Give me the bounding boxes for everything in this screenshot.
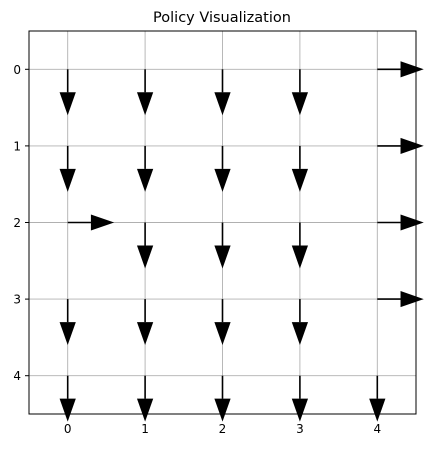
policy-arrow-1-1 [136,145,154,192]
policy-arrow-0-4 [59,375,76,422]
policy-arrow-1-3 [136,299,154,346]
policy-arrow-3-4 [291,375,309,422]
policy-arrow-4-2 [377,214,424,231]
policy-arrow-1-4 [136,375,154,422]
arrow-head [400,214,424,231]
arrow-head [214,322,231,346]
policy-arrow-2-3 [214,299,231,346]
arrow-head [400,137,424,154]
arrow-head [291,322,309,346]
policy-arrow-4-0 [377,61,424,78]
x-axis: 0 1 2 3 4 [64,414,381,436]
policy-arrow-0-3 [59,299,76,346]
arrow-head [59,168,76,192]
x-tick-label-3: 3 [296,422,304,436]
y-axis: 0 1 2 3 4 [13,63,29,383]
arrow-head [59,398,76,422]
policy-arrow-0-2 [67,214,115,231]
arrow-head [136,168,154,192]
y-tick-label-4: 4 [13,369,21,383]
y-tick-label-0: 0 [13,63,21,77]
policy-arrow-3-0 [291,69,309,116]
x-tick-label-1: 1 [141,422,149,436]
x-tick-label-2: 2 [219,422,227,436]
arrow-head [136,398,154,422]
arrow-head [90,214,115,231]
policy-arrow-2-2 [214,222,231,269]
policy-arrow-3-2 [291,222,309,269]
y-tick-label-3: 3 [13,293,21,307]
policy-arrow-2-4 [214,375,231,422]
policy-arrow-4-1 [377,137,424,154]
policy-arrow-3-1 [291,145,309,192]
arrow-head [136,322,154,346]
arrow-head [400,291,424,308]
arrow-head [59,322,76,346]
arrow-head [136,245,154,269]
chart-title: Policy Visualization [153,10,291,26]
arrow-head [291,245,309,269]
policy-arrow-0-1 [59,145,76,192]
arrow-head [214,168,231,192]
policy-arrow-1-2 [136,222,154,269]
arrow-head [214,398,231,422]
arrow-head [400,61,424,78]
policy-arrow-0-0 [59,69,76,116]
arrow-head [214,92,231,116]
x-tick-label-4: 4 [373,422,381,436]
arrow-head [291,168,309,192]
policy-arrows [59,61,424,422]
policy-arrow-1-0 [136,69,154,116]
arrow-head [136,92,154,116]
arrow-head [291,92,309,116]
arrow-head [59,92,76,116]
arrow-head [369,398,386,422]
policy-arrow-3-3 [291,299,309,346]
x-tick-label-0: 0 [64,422,72,436]
y-tick-label-1: 1 [13,139,21,153]
arrow-head [214,245,231,269]
policy-arrow-2-1 [214,145,231,192]
y-tick-label-2: 2 [13,216,21,230]
policy-arrow-2-0 [214,69,231,116]
arrow-head [291,398,309,422]
policy-arrow-4-3 [377,291,424,308]
policy-arrow-4-4 [369,375,386,422]
